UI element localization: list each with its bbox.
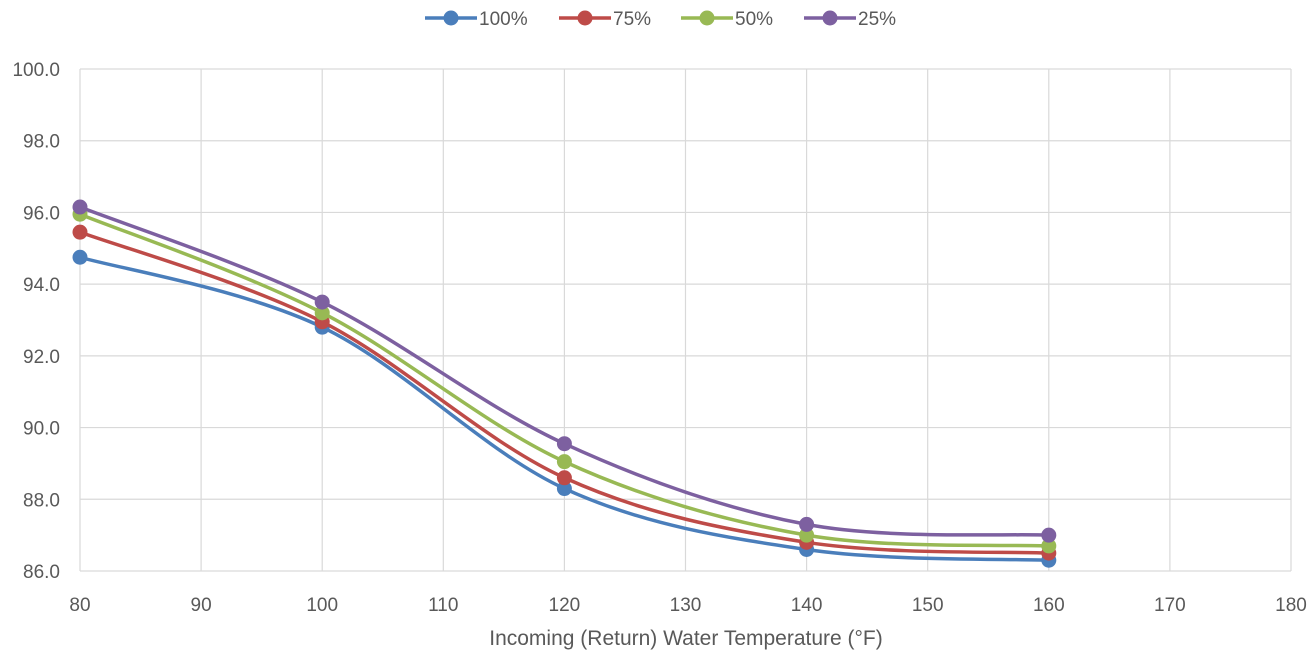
data-point-50pct [799, 527, 815, 543]
y-tick-label: 88.0 [23, 490, 60, 511]
data-point-25pct [314, 294, 330, 310]
x-tick-label: 90 [191, 595, 212, 616]
legend-label-100pct: 100% [479, 9, 528, 30]
legend: 100% 75% 50% 25% [425, 9, 896, 30]
data-point-50pct [314, 305, 330, 321]
y-tick-label: 96.0 [23, 203, 60, 224]
data-point-75pct [72, 224, 88, 240]
legend-marker-75pct [577, 10, 593, 26]
data-point-100pct [72, 249, 88, 265]
data-point-50pct [556, 454, 572, 470]
y-tick-label: 86.0 [23, 562, 60, 583]
legend-marker-25pct [822, 10, 838, 26]
x-tick-label: 170 [1154, 595, 1186, 616]
data-point-25pct [1041, 527, 1057, 543]
y-tick-labels: 86.0 88.0 90.0 92.0 94.0 96.0 98.0 100.0 [12, 60, 60, 583]
y-tick-label: 92.0 [23, 347, 60, 368]
data-point-25pct [556, 436, 572, 452]
x-tick-label: 140 [791, 595, 823, 616]
x-tick-label: 180 [1275, 595, 1307, 616]
x-tick-label: 110 [428, 595, 458, 616]
grid [79, 68, 1292, 572]
series-group [72, 199, 1057, 568]
legend-label-75pct: 75% [613, 9, 651, 30]
y-tick-label: 94.0 [23, 275, 60, 296]
x-tick-label: 120 [549, 595, 581, 616]
data-point-25pct [799, 516, 815, 532]
legend-marker-50pct [699, 10, 715, 26]
data-point-25pct [72, 199, 88, 215]
x-tick-label: 130 [670, 595, 702, 616]
x-tick-label: 150 [912, 595, 944, 616]
x-tick-label: 160 [1033, 595, 1065, 616]
y-tick-label: 98.0 [23, 132, 60, 153]
x-axis-title: Incoming (Return) Water Temperature (°F) [489, 627, 883, 650]
legend-label-25pct: 25% [858, 9, 896, 30]
series-line-75pct [78, 230, 1051, 555]
data-point-100pct [556, 481, 572, 497]
data-point-50pct [1041, 538, 1057, 554]
legend-label-50pct: 50% [735, 9, 773, 30]
x-tick-label: 100 [306, 595, 338, 616]
x-tick-label: 80 [69, 595, 90, 616]
y-tick-label: 90.0 [23, 419, 60, 440]
y-tick-label: 100.0 [12, 60, 60, 81]
legend-marker-100pct [443, 10, 459, 26]
x-tick-labels: 80 90 100 110 120 130 140 150 160 170 180 [69, 595, 1306, 616]
data-point-75pct [556, 470, 572, 486]
